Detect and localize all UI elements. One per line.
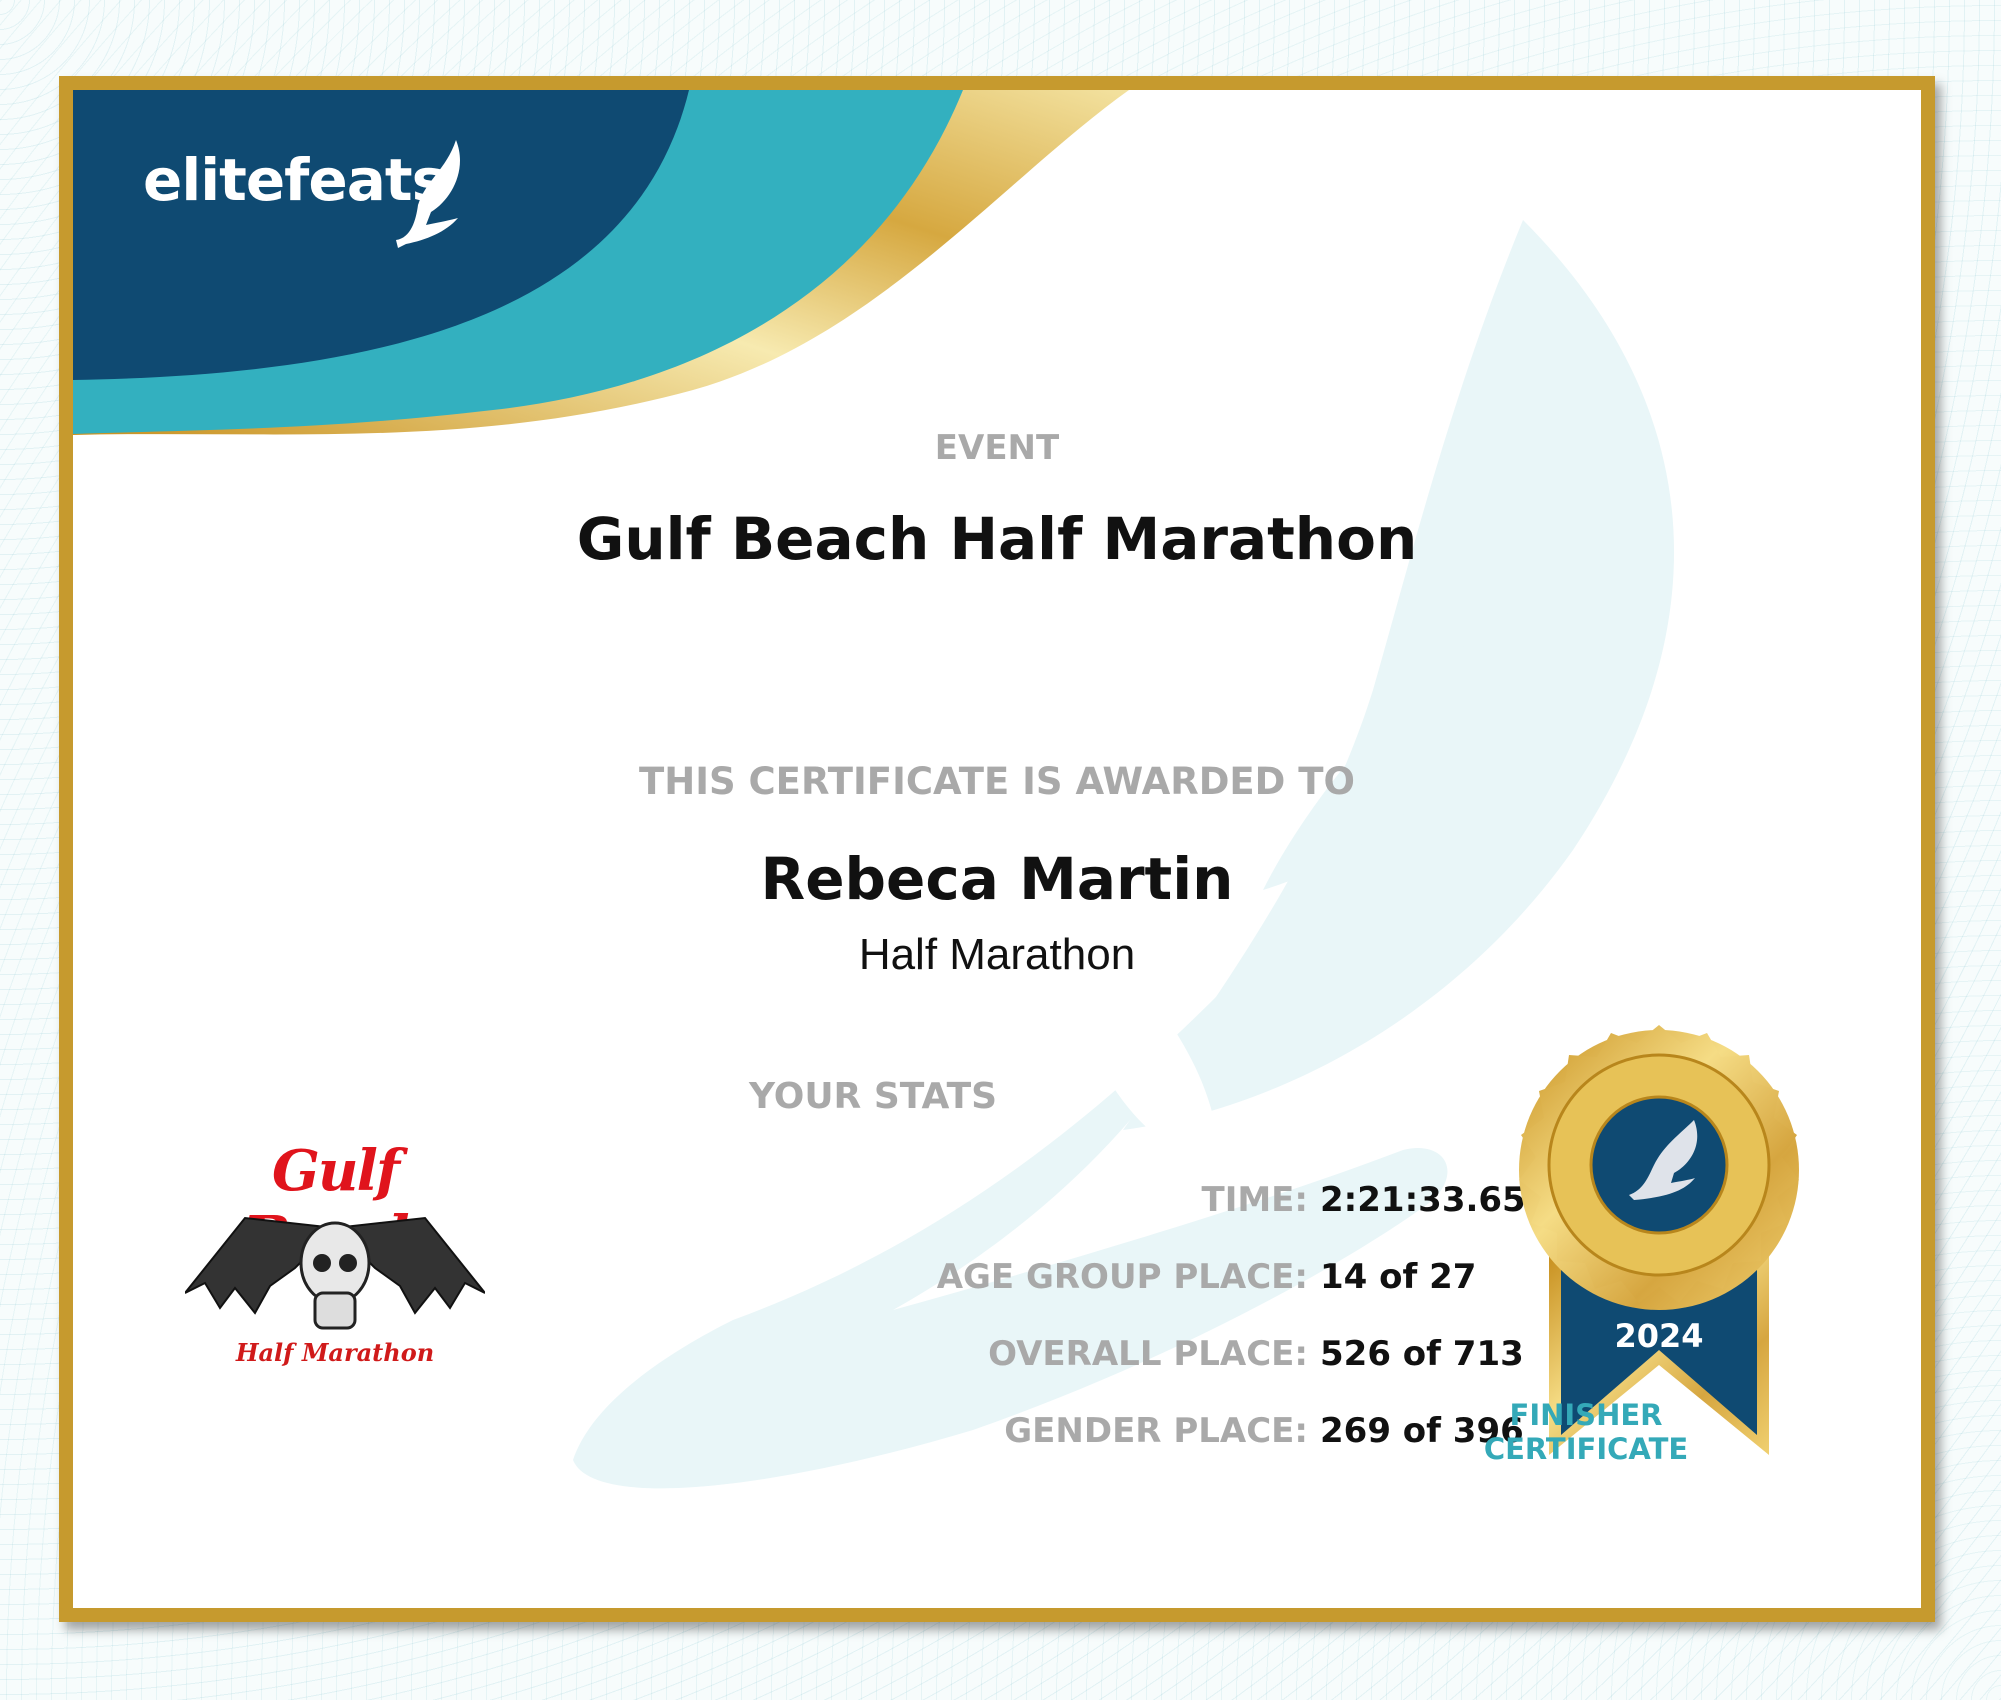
stat-value: 269 of 396 — [1320, 1411, 1524, 1451]
stat-label: AGE GROUP PLACE: — [936, 1257, 1308, 1297]
stat-row-age-group: AGE GROUP PLACE: 14 of 27 — [373, 1257, 1673, 1307]
stat-value: 2:21:33.65 — [1320, 1180, 1526, 1220]
stat-row-time: TIME: 2:21:33.65 — [373, 1180, 1673, 1230]
winged-foot-watermark-icon — [573, 220, 1675, 1489]
event-logo-subtitle: Half Marathon — [235, 1338, 435, 1367]
certificate-label: CERTIFICATE — [1483, 1432, 1689, 1466]
stat-value: 14 of 27 — [1320, 1257, 1477, 1297]
recipient-name: Rebeca Martin — [760, 845, 1234, 913]
stat-row-overall: OVERALL PLACE: 526 of 713 — [373, 1334, 1673, 1384]
event-label: EVENT — [934, 428, 1060, 468]
finisher-label: FINISHER — [1509, 1398, 1663, 1432]
winged-foot-icon — [396, 140, 460, 248]
winged-foot-icon — [1629, 1120, 1698, 1200]
winged-skull-icon — [185, 1216, 485, 1330]
event-title: Gulf Beach Half Marathon — [576, 505, 1418, 573]
badge-year: 2024 — [1614, 1317, 1704, 1355]
stat-label: OVERALL PLACE: — [988, 1334, 1308, 1374]
finisher-badge: 2024 — [1509, 1025, 1809, 1485]
stats-title: YOUR STATS — [748, 1076, 998, 1117]
finisher-certificate-label: FINISHER CERTIFICATE — [1436, 1398, 1736, 1466]
header-banner — [73, 90, 1129, 435]
medal-icon — [1519, 1025, 1799, 1455]
brand-logo: elitefeats — [143, 146, 446, 214]
stat-row-gender: GENDER PLACE: 269 of 396 — [373, 1411, 1673, 1461]
certificate: elitefeats EVENT Gulf Beach Half Maratho… — [59, 76, 1935, 1622]
race-name: Half Marathon — [858, 930, 1136, 979]
stat-value: 526 of 713 — [1320, 1334, 1524, 1374]
awarded-label: THIS CERTIFICATE IS AWARDED TO — [639, 760, 1355, 803]
event-logo: Gulf Beach Half Marathon — [185, 1138, 485, 1378]
stat-label: GENDER PLACE: — [1004, 1411, 1308, 1451]
stat-label: TIME: — [1201, 1180, 1309, 1220]
